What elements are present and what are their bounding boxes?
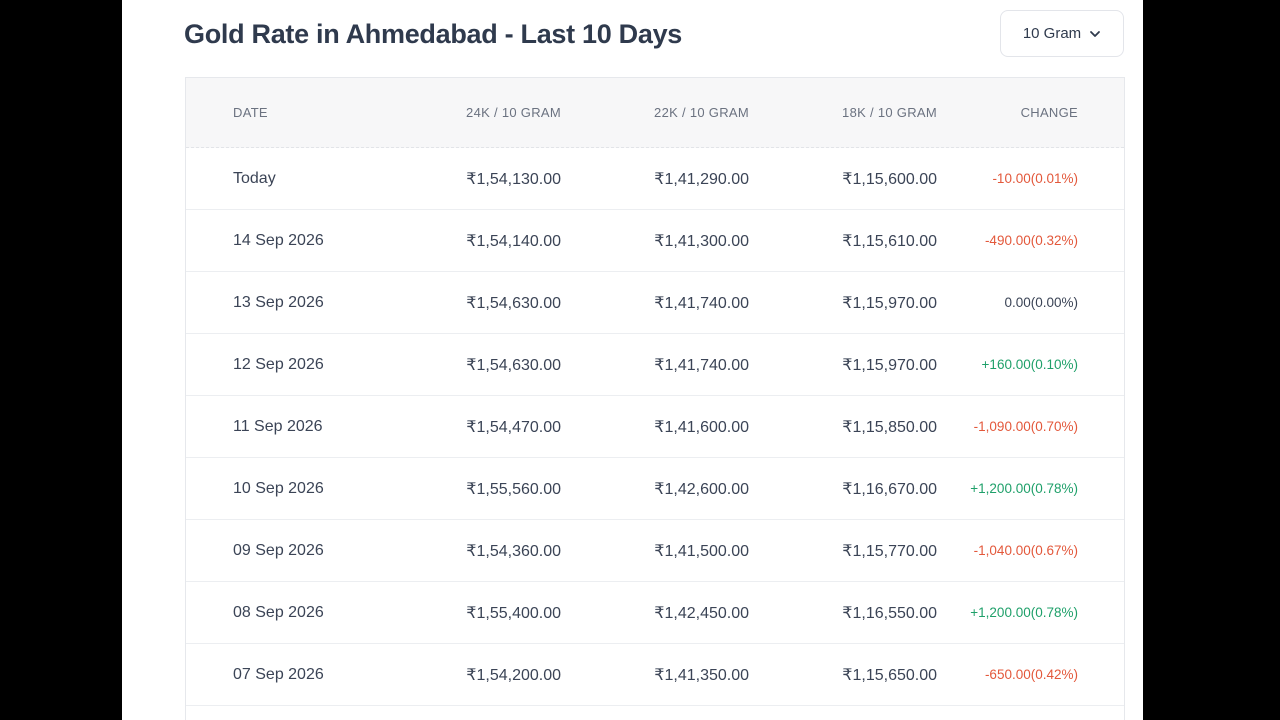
- gold-rate-table: DATE 24K / 10 GRAM 22K / 10 GRAM 18K / 1…: [185, 77, 1125, 720]
- row-date: 11 Sep 2026: [233, 417, 323, 435]
- table-row: 08 Sep 2026 ₹1,55,400.00 ₹1,42,450.00 ₹1,16…: [186, 582, 1124, 644]
- row-rate-22k: ₹1,41,350.00: [654, 666, 749, 684]
- column-header-18k: 18K / 10 GRAM: [842, 105, 937, 120]
- table-row: 14 Sep 2026 ₹1,54,140.00 ₹1,41,300.00 ₹1,15…: [186, 210, 1124, 272]
- row-date: 12 Sep 2026: [233, 355, 324, 373]
- row-change: -1,040.00(0.67%): [973, 543, 1078, 558]
- table-row: 07 Sep 2026 ₹1,54,200.00 ₹1,41,350.00 ₹1,15…: [186, 644, 1124, 706]
- row-rate-24k: ₹1,54,630.00: [466, 356, 561, 374]
- table-row: 11 Sep 2026 ₹1,54,470.00 ₹1,41,600.00 ₹1,15…: [186, 396, 1124, 458]
- table-row: 10 Sep 2026 ₹1,55,560.00 ₹1,42,600.00 ₹1,16…: [186, 458, 1124, 520]
- row-rate-22k: ₹1,41,290.00: [654, 170, 749, 188]
- row-rate-24k: ₹1,55,400.00: [466, 604, 561, 622]
- row-change: +1,200.00(0.78%): [970, 605, 1078, 620]
- table-row: 09 Sep 2026 ₹1,54,360.00 ₹1,41,500.00 ₹1,15…: [186, 520, 1124, 582]
- column-header-change: CHANGE: [1020, 105, 1078, 120]
- table-row: 13 Sep 2026 ₹1,54,630.00 ₹1,41,740.00 ₹1,15…: [186, 272, 1124, 334]
- row-rate-24k: ₹1,54,630.00: [466, 294, 561, 312]
- row-rate-18k: ₹1,15,610.00: [842, 232, 937, 250]
- row-rate-22k: ₹1,41,600.00: [654, 418, 749, 436]
- row-date: Today: [233, 169, 276, 187]
- unit-dropdown[interactable]: 10 Gram: [1000, 10, 1124, 57]
- page: Gold Rate in Ahmedabad - Last 10 Days 10…: [122, 0, 1143, 720]
- row-rate-24k: ₹1,54,470.00: [466, 418, 561, 436]
- table-row: Today ₹1,54,130.00 ₹1,41,290.00 ₹1,15,600.0…: [186, 148, 1124, 210]
- row-change: -490.00(0.32%): [984, 233, 1078, 248]
- table-body: Today ₹1,54,130.00 ₹1,41,290.00 ₹1,15,600.0…: [186, 148, 1124, 706]
- row-rate-24k: ₹1,54,140.00: [466, 232, 561, 250]
- row-date: 07 Sep 2026: [233, 665, 324, 683]
- column-header-24k: 24K / 10 GRAM: [466, 105, 561, 120]
- row-rate-18k: ₹1,15,600.00: [842, 170, 937, 188]
- row-rate-18k: ₹1,15,970.00: [842, 356, 937, 374]
- row-date: 08 Sep 2026: [233, 603, 324, 621]
- row-rate-22k: ₹1,41,300.00: [654, 232, 749, 250]
- row-rate-24k: ₹1,54,130.00: [466, 170, 561, 188]
- row-change: 0.00(0.00%): [1004, 295, 1078, 310]
- table-row: 12 Sep 2026 ₹1,54,630.00 ₹1,41,740.00 ₹1,15…: [186, 334, 1124, 396]
- row-change: -1,090.00(0.70%): [973, 419, 1078, 434]
- row-rate-22k: ₹1,41,500.00: [654, 542, 749, 560]
- row-rate-24k: ₹1,55,560.00: [466, 480, 561, 498]
- row-change: -10.00(0.01%): [992, 171, 1078, 186]
- row-rate-18k: ₹1,16,670.00: [842, 480, 937, 498]
- row-rate-24k: ₹1,54,200.00: [466, 666, 561, 684]
- row-rate-22k: ₹1,42,600.00: [654, 480, 749, 498]
- row-date: 13 Sep 2026: [233, 293, 324, 311]
- row-rate-22k: ₹1,42,450.00: [654, 604, 749, 622]
- row-change: -650.00(0.42%): [984, 667, 1078, 682]
- column-header-22k: 22K / 10 GRAM: [654, 105, 749, 120]
- column-header-date: DATE: [233, 105, 268, 120]
- row-change: +160.00(0.10%): [981, 357, 1078, 372]
- row-rate-18k: ₹1,15,650.00: [842, 666, 937, 684]
- page-title: Gold Rate in Ahmedabad - Last 10 Days: [184, 19, 683, 49]
- row-rate-24k: ₹1,54,360.00: [466, 542, 561, 560]
- row-date: 10 Sep 2026: [233, 479, 324, 497]
- table-header: DATE 24K / 10 GRAM 22K / 10 GRAM 18K / 1…: [186, 78, 1124, 148]
- row-rate-18k: ₹1,15,770.00: [842, 542, 937, 560]
- unit-dropdown-label: 10 Gram: [1022, 25, 1082, 42]
- row-rate-22k: ₹1,41,740.00: [654, 294, 749, 312]
- row-date: 09 Sep 2026: [233, 541, 324, 559]
- row-date: 14 Sep 2026: [233, 231, 324, 249]
- row-rate-22k: ₹1,41,740.00: [654, 356, 749, 374]
- row-rate-18k: ₹1,15,970.00: [842, 294, 937, 312]
- row-rate-18k: ₹1,16,550.00: [842, 604, 937, 622]
- row-rate-18k: ₹1,15,850.00: [842, 418, 937, 436]
- chevron-down-icon: [1090, 30, 1101, 37]
- row-change: +1,200.00(0.78%): [970, 481, 1078, 496]
